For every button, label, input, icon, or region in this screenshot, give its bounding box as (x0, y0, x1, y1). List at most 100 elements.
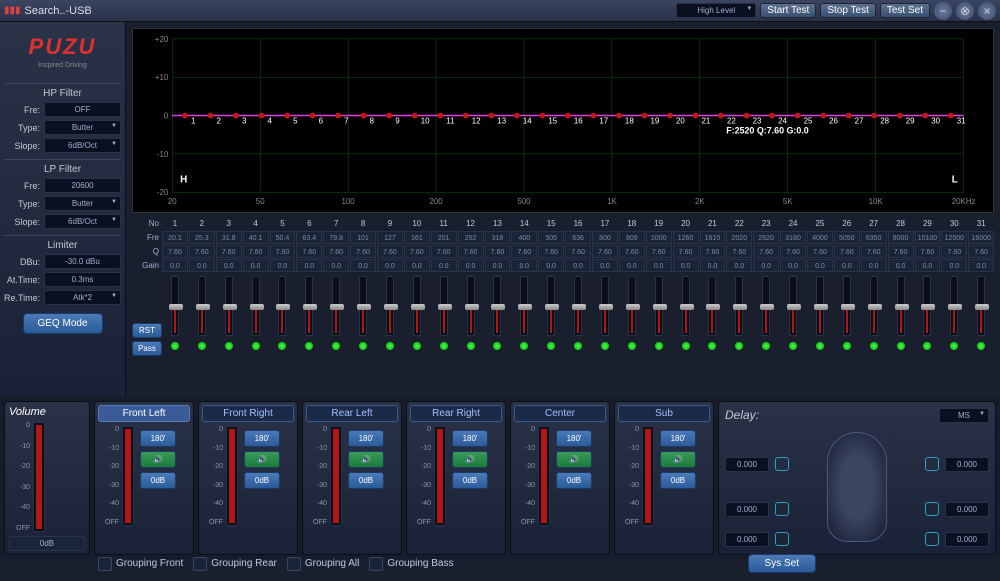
eq-q-9[interactable]: 7.60 (377, 245, 403, 258)
rst-button[interactable]: RST (132, 323, 162, 338)
eq-q-20[interactable]: 7.60 (673, 245, 699, 258)
channel-phase-4[interactable]: 180' (556, 430, 592, 447)
stop-test-button[interactable]: Stop Test (820, 3, 876, 18)
eq-q-13[interactable]: 7.60 (485, 245, 511, 258)
eq-gain-12[interactable]: 0.0 (458, 259, 484, 272)
channel-mute-5[interactable]: 🔊 (660, 451, 696, 468)
eq-q-26[interactable]: 7.60 (834, 245, 860, 258)
channel-tab-0[interactable]: Front Left (98, 405, 190, 422)
eq-slider-19[interactable] (655, 276, 663, 336)
eq-slider-9[interactable] (386, 276, 394, 336)
eq-gain-14[interactable]: 0.0 (511, 259, 537, 272)
start-test-button[interactable]: Start Test (760, 3, 816, 18)
minimize-icon[interactable]: − (934, 2, 952, 20)
eq-graph[interactable]: +20+100-10-2020501002005001K2K5K10K20KHz… (132, 28, 994, 213)
hp-type-select[interactable]: Butter (44, 120, 121, 135)
eq-slider-1[interactable] (171, 276, 179, 336)
eq-fre-30[interactable]: 12500 (941, 231, 967, 244)
eq-q-30[interactable]: 7.60 (941, 245, 967, 258)
eq-fre-13[interactable]: 318 (485, 231, 511, 244)
channel-db-1[interactable]: 0dB (244, 472, 280, 489)
lp-fre-input[interactable]: 20600 (44, 178, 121, 193)
eq-slider-13[interactable] (493, 276, 501, 336)
grouping-rear-checkbox[interactable]: Grouping Rear (193, 557, 277, 571)
eq-q-31[interactable]: 7.60 (968, 245, 994, 258)
channel-db-2[interactable]: 0dB (348, 472, 384, 489)
eq-slider-24[interactable] (789, 276, 797, 336)
eq-q-17[interactable]: 7.60 (592, 245, 618, 258)
eq-fre-16[interactable]: 636 (565, 231, 591, 244)
geq-mode-button[interactable]: GEQ Mode (23, 313, 103, 334)
eq-gain-1[interactable]: 0.0 (162, 259, 188, 272)
master-volume-slider[interactable] (33, 422, 45, 532)
eq-slider-3[interactable] (225, 276, 233, 336)
eq-fre-19[interactable]: 1000 (646, 231, 672, 244)
channel-tab-3[interactable]: Rear Right (410, 405, 502, 422)
eq-gain-29[interactable]: 0.0 (915, 259, 941, 272)
eq-gain-10[interactable]: 0.0 (404, 259, 430, 272)
master-volume-db[interactable]: 0dB (9, 536, 85, 551)
delay-speaker-4[interactable] (775, 532, 789, 546)
eq-gain-21[interactable]: 0.0 (700, 259, 726, 272)
eq-gain-11[interactable]: 0.0 (431, 259, 457, 272)
eq-q-19[interactable]: 7.60 (646, 245, 672, 258)
eq-fre-10[interactable]: 161 (404, 231, 430, 244)
delay-val-0[interactable]: 0.000 (725, 457, 769, 472)
eq-gain-22[interactable]: 0.0 (726, 259, 752, 272)
eq-fre-8[interactable]: 101 (350, 231, 376, 244)
eq-fre-26[interactable]: 5050 (834, 231, 860, 244)
eq-fre-11[interactable]: 201 (431, 231, 457, 244)
eq-slider-20[interactable] (682, 276, 690, 336)
eq-slider-25[interactable] (816, 276, 824, 336)
eq-fre-18[interactable]: 809 (619, 231, 645, 244)
maximize-icon[interactable]: ⊗ (956, 2, 974, 20)
eq-fre-1[interactable]: 20.1 (162, 231, 188, 244)
eq-q-3[interactable]: 7.60 (216, 245, 242, 258)
eq-slider-28[interactable] (897, 276, 905, 336)
eq-q-10[interactable]: 7.60 (404, 245, 430, 258)
eq-gain-3[interactable]: 0.0 (216, 259, 242, 272)
eq-gain-16[interactable]: 0.0 (565, 259, 591, 272)
channel-db-4[interactable]: 0dB (556, 472, 592, 489)
eq-fre-27[interactable]: 6350 (861, 231, 887, 244)
eq-gain-20[interactable]: 0.0 (673, 259, 699, 272)
eq-q-7[interactable]: 7.60 (323, 245, 349, 258)
eq-gain-15[interactable]: 0.0 (538, 259, 564, 272)
channel-tab-1[interactable]: Front Right (202, 405, 294, 422)
eq-gain-7[interactable]: 0.0 (323, 259, 349, 272)
delay-unit-select[interactable]: MS (939, 408, 989, 423)
eq-fre-20[interactable]: 1260 (673, 231, 699, 244)
lp-slope-select[interactable]: 6dB/Oct (44, 214, 121, 229)
eq-slider-2[interactable] (198, 276, 206, 336)
grouping-front-checkbox[interactable]: Grouping Front (98, 557, 183, 571)
eq-gain-25[interactable]: 0.0 (807, 259, 833, 272)
test-set-button[interactable]: Test Set (880, 3, 930, 18)
eq-gain-13[interactable]: 0.0 (485, 259, 511, 272)
delay-speaker-0[interactable] (775, 457, 789, 471)
channel-tab-5[interactable]: Sub (618, 405, 710, 422)
eq-gain-24[interactable]: 0.0 (780, 259, 806, 272)
eq-gain-26[interactable]: 0.0 (834, 259, 860, 272)
limiter-dbu-input[interactable]: -30.0 dBu (44, 254, 121, 269)
eq-fre-21[interactable]: 1610 (700, 231, 726, 244)
eq-gain-30[interactable]: 0.0 (941, 259, 967, 272)
eq-q-15[interactable]: 7.60 (538, 245, 564, 258)
eq-gain-5[interactable]: 0.0 (270, 259, 296, 272)
eq-q-16[interactable]: 7.60 (565, 245, 591, 258)
eq-gain-2[interactable]: 0.0 (189, 259, 215, 272)
eq-gain-28[interactable]: 0.0 (888, 259, 914, 272)
pass-button[interactable]: Pass (132, 341, 162, 356)
eq-q-4[interactable]: 7.60 (243, 245, 269, 258)
eq-fre-22[interactable]: 2020 (726, 231, 752, 244)
delay-speaker-5[interactable] (925, 532, 939, 546)
eq-fre-4[interactable]: 40.1 (243, 231, 269, 244)
channel-phase-1[interactable]: 180' (244, 430, 280, 447)
eq-q-11[interactable]: 7.60 (431, 245, 457, 258)
eq-gain-27[interactable]: 0.0 (861, 259, 887, 272)
eq-q-5[interactable]: 7.60 (270, 245, 296, 258)
eq-gain-8[interactable]: 0.0 (350, 259, 376, 272)
eq-gain-17[interactable]: 0.0 (592, 259, 618, 272)
delay-val-5[interactable]: 0.000 (945, 532, 989, 547)
eq-q-18[interactable]: 7.60 (619, 245, 645, 258)
eq-q-12[interactable]: 7.60 (458, 245, 484, 258)
